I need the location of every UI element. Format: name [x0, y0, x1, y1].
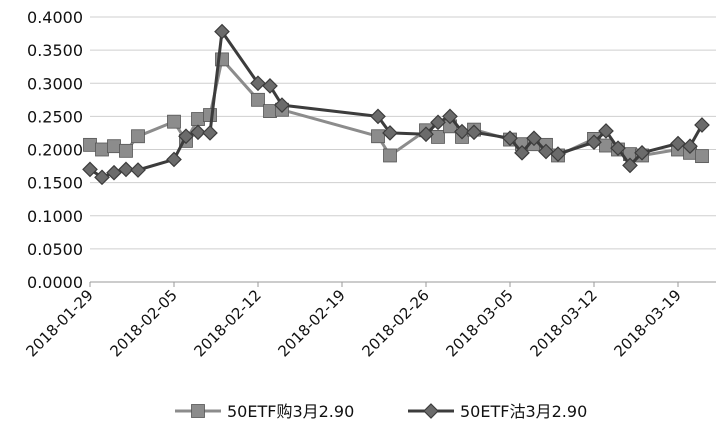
data-point: [442, 108, 458, 125]
legend-marker: [191, 404, 205, 418]
data-point: [250, 75, 266, 92]
data-point: [430, 114, 446, 131]
data-point: [214, 23, 230, 40]
data-point: [418, 126, 434, 143]
data-point: [371, 129, 385, 144]
legend-item-2: 50ETF沽3月2.90: [408, 402, 587, 421]
data-point: [94, 169, 110, 186]
data-point: [190, 124, 206, 141]
y-tick-label: 0.3500: [27, 41, 83, 60]
data-point: [526, 130, 542, 147]
data-point: [191, 112, 205, 126]
x-tick-label: 2018-02-12: [190, 286, 264, 360]
x-tick-label: 2018-03-12: [526, 286, 600, 360]
data-point: [610, 140, 626, 157]
data-point: [118, 161, 134, 178]
data-point: [166, 151, 182, 168]
data-point: [454, 123, 470, 140]
series-group: [82, 23, 710, 186]
x-axis: 2018-01-29 2018-02-05 2018-02-12 2018-02-19…: [22, 282, 685, 360]
data-point: [130, 162, 146, 178]
data-point: [262, 78, 278, 94]
legend-label: 50ETF购3月2.90: [227, 402, 354, 421]
data-point: [382, 125, 398, 141]
x-tick-label: 2018-03-05: [442, 286, 516, 360]
data-point: [263, 104, 277, 118]
data-point: [634, 144, 650, 161]
legend-marker: [423, 403, 439, 419]
data-point: [95, 142, 109, 157]
data-point: [203, 108, 217, 122]
data-point: [107, 139, 121, 154]
x-tick-label: 2018-02-26: [358, 286, 432, 360]
y-tick-label: 0.0000: [27, 273, 83, 292]
y-tick-label: 0.4000: [27, 8, 83, 27]
data-point: [682, 138, 698, 155]
data-point: [431, 130, 445, 144]
y-tick-label: 0.1000: [27, 207, 83, 226]
legend-item-1: 50ETF购3月2.90: [175, 402, 354, 421]
x-tick-label: 2018-01-29: [22, 286, 96, 360]
data-point: [178, 128, 194, 145]
y-tick-label: 0.2000: [27, 141, 83, 160]
x-tick-label: 2018-02-19: [274, 286, 348, 360]
data-point: [370, 108, 386, 125]
data-point: [383, 148, 397, 163]
data-point: [202, 125, 218, 141]
y-tick-label: 0.0500: [27, 240, 83, 259]
data-point: [167, 114, 181, 129]
data-point: [82, 161, 98, 178]
y-axis: 0.0000 0.0500 0.1000 0.1500 0.2000 0.2500 0.30…: [27, 8, 83, 292]
x-tick-label: 2018-03-19: [610, 286, 684, 360]
legend-label: 50ETF沽3月2.90: [460, 402, 587, 421]
data-point: [586, 134, 602, 151]
data-point: [599, 138, 613, 153]
data-point: [622, 157, 638, 174]
data-point: [83, 137, 97, 152]
legend: 50ETF购3月2.90 50ETF沽3月2.90: [175, 402, 587, 421]
data-point: [695, 149, 709, 164]
y-tick-label: 0.2500: [27, 107, 83, 126]
data-point: [274, 97, 290, 113]
data-point: [251, 92, 265, 107]
data-point: [694, 117, 710, 133]
data-point: [466, 124, 482, 141]
y-tick-label: 0.3000: [27, 74, 83, 93]
data-point: [550, 146, 566, 162]
data-point: [538, 143, 554, 160]
series-2: [82, 23, 710, 186]
data-point: [598, 123, 614, 139]
data-point: [670, 135, 686, 152]
data-point: [514, 144, 530, 161]
data-point: [106, 164, 122, 181]
data-point: [119, 143, 133, 158]
y-tick-label: 0.1500: [27, 174, 83, 193]
data-point: [502, 130, 518, 147]
x-tick-label: 2018-02-05: [106, 286, 180, 360]
data-point: [131, 129, 145, 144]
